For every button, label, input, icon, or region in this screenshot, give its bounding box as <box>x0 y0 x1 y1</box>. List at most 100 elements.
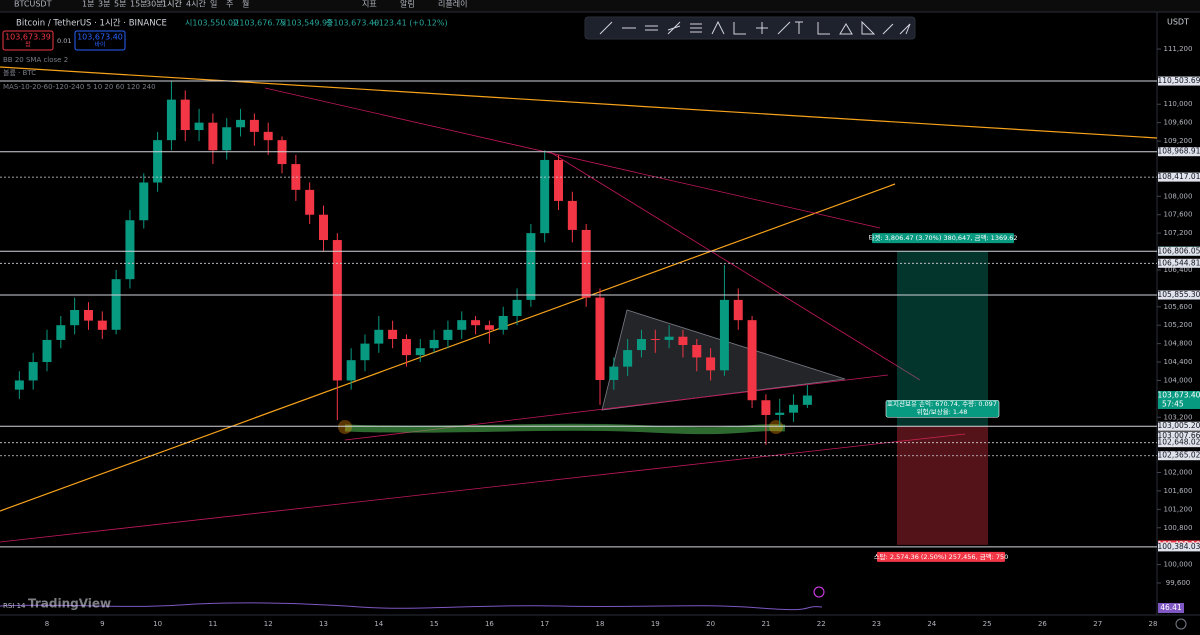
price-tick-label: 100,800 <box>1164 524 1193 532</box>
candle-body <box>609 366 619 380</box>
indicator-label[interactable]: BB 20 SMA close 2 <box>3 56 68 64</box>
trendline <box>0 433 966 543</box>
price-tick-label: 102,000 <box>1164 469 1193 477</box>
candle-body <box>761 400 771 415</box>
price-tag-label: 108,968.91 <box>1158 147 1200 156</box>
indicator-label[interactable]: MAS-10-20-60-120-240 5 10 20 60 120 240 <box>3 83 156 91</box>
indicator-label[interactable]: 볼륨 · BTC <box>3 68 36 77</box>
interval-button[interactable]: 1분 <box>82 0 94 9</box>
price-tag <box>1158 421 1200 431</box>
tool-channel[interactable] <box>667 21 681 35</box>
candle-body <box>554 159 564 201</box>
price-tick-label: 111,200 <box>1164 45 1193 53</box>
price-tick-label: 105,600 <box>1164 303 1193 311</box>
price-tag <box>1158 258 1200 268</box>
price-tag-label: 102,365.02 <box>1158 451 1200 460</box>
pnl-label: 포지션보유 손익: 670.74, 수량: 0.097 <box>887 399 997 408</box>
time-tick-label: 15 <box>430 620 439 628</box>
rsi-label: RSI 14 <box>3 602 26 610</box>
ohlc-change: +123.41 (+0.12%) <box>372 19 448 28</box>
candle-body <box>415 348 425 356</box>
candle-body <box>125 220 135 280</box>
candle-body <box>664 336 674 340</box>
tool-measure[interactable] <box>733 22 746 35</box>
interval-button[interactable]: 1시간 <box>162 0 182 9</box>
interval-button[interactable]: 15분 <box>130 0 148 9</box>
candle-body <box>484 325 494 330</box>
target-label-bg <box>872 233 1014 244</box>
trendline <box>0 66 1158 139</box>
price-tick-label: 101,200 <box>1164 505 1193 513</box>
currency[interactable]: USDT <box>1167 18 1189 27</box>
interval-button[interactable]: 3분 <box>98 0 110 9</box>
candle-body <box>28 362 38 381</box>
time-tick-label: 16 <box>485 620 494 628</box>
interval-button[interactable]: 일 <box>210 0 217 9</box>
time-tick-label: 26 <box>1038 620 1047 628</box>
alert-icon[interactable] <box>813 586 825 598</box>
price-tag-label: 106,806.05 <box>1158 246 1200 255</box>
time-tick-label: 12 <box>264 620 273 628</box>
candle-body <box>401 339 411 356</box>
time-tick-label: 25 <box>983 620 992 628</box>
tool-ruler[interactable] <box>882 23 894 35</box>
candle-body <box>678 336 688 346</box>
price-tag <box>1158 147 1200 157</box>
pnl-box <box>885 399 1000 418</box>
candle-body <box>650 339 660 341</box>
tool-position[interactable] <box>817 22 830 35</box>
candle-body <box>111 279 121 330</box>
time-tick-label: 9 <box>100 620 104 628</box>
candle-body <box>236 119 246 128</box>
tool-trendline[interactable] <box>599 21 613 35</box>
tool-fib[interactable] <box>690 23 702 33</box>
candle-body <box>14 380 24 390</box>
interval-button[interactable]: 월 <box>242 0 249 9</box>
drawing-tools <box>599 20 911 35</box>
tool-text[interactable] <box>795 21 803 34</box>
sell-button[interactable] <box>2 30 54 51</box>
candle-body <box>719 299 729 371</box>
price-tick-label: 107,600 <box>1164 211 1193 219</box>
buy-button[interactable] <box>74 30 126 51</box>
tool-eraser[interactable] <box>899 23 911 35</box>
order-quantity[interactable]: 0.01 <box>57 37 71 45</box>
price-tag-label: 100,384.03 <box>1158 542 1200 551</box>
candle-body <box>166 99 176 141</box>
candle-body <box>153 140 163 183</box>
tool-triangle[interactable] <box>861 20 876 35</box>
symbol[interactable]: BTCUSDT <box>14 0 52 9</box>
candle-body <box>457 320 467 330</box>
interval-button[interactable]: 5분 <box>114 0 126 9</box>
ohlc-low: 저103,549.99 <box>279 19 332 28</box>
candle-body <box>319 214 328 241</box>
tool-shape[interactable] <box>839 23 853 35</box>
tool-crosshair[interactable] <box>756 22 768 34</box>
price-tag-label: 103,005.20 <box>1158 421 1200 430</box>
tool-pattern[interactable] <box>711 20 725 35</box>
stop-label-bg <box>877 551 1005 562</box>
price-tag <box>1158 451 1200 461</box>
interval-button[interactable]: 30분 <box>146 0 164 9</box>
drawing-toolbar[interactable] <box>584 16 916 40</box>
time-tick-label: 19 <box>651 620 660 628</box>
price-tick-label: 106,400 <box>1164 266 1193 274</box>
rsi-tag <box>1158 603 1184 613</box>
toolbar-button[interactable]: 알림 <box>400 0 415 9</box>
toolbar-button[interactable]: 지표 <box>362 0 377 9</box>
candle-body <box>222 127 232 151</box>
settings-icon[interactable] <box>1175 618 1187 630</box>
time-tick-label: 23 <box>872 620 881 628</box>
tool-brush[interactable] <box>777 21 791 35</box>
price-tag-label: 102,648.02 <box>1158 438 1200 447</box>
interval-button[interactable]: 주 <box>226 0 233 9</box>
loss-zone <box>897 426 988 545</box>
toolbar-button[interactable]: 리플레이 <box>438 0 467 9</box>
price-tag <box>1158 246 1200 256</box>
buy-label: 바이 <box>94 41 105 49</box>
interval-button[interactable]: 4시간 <box>186 0 206 9</box>
profit-zone <box>897 251 988 427</box>
tool-parallel[interactable] <box>645 25 658 31</box>
countdown: 57:45 <box>1162 399 1184 408</box>
time-tick-label: 20 <box>706 620 715 628</box>
